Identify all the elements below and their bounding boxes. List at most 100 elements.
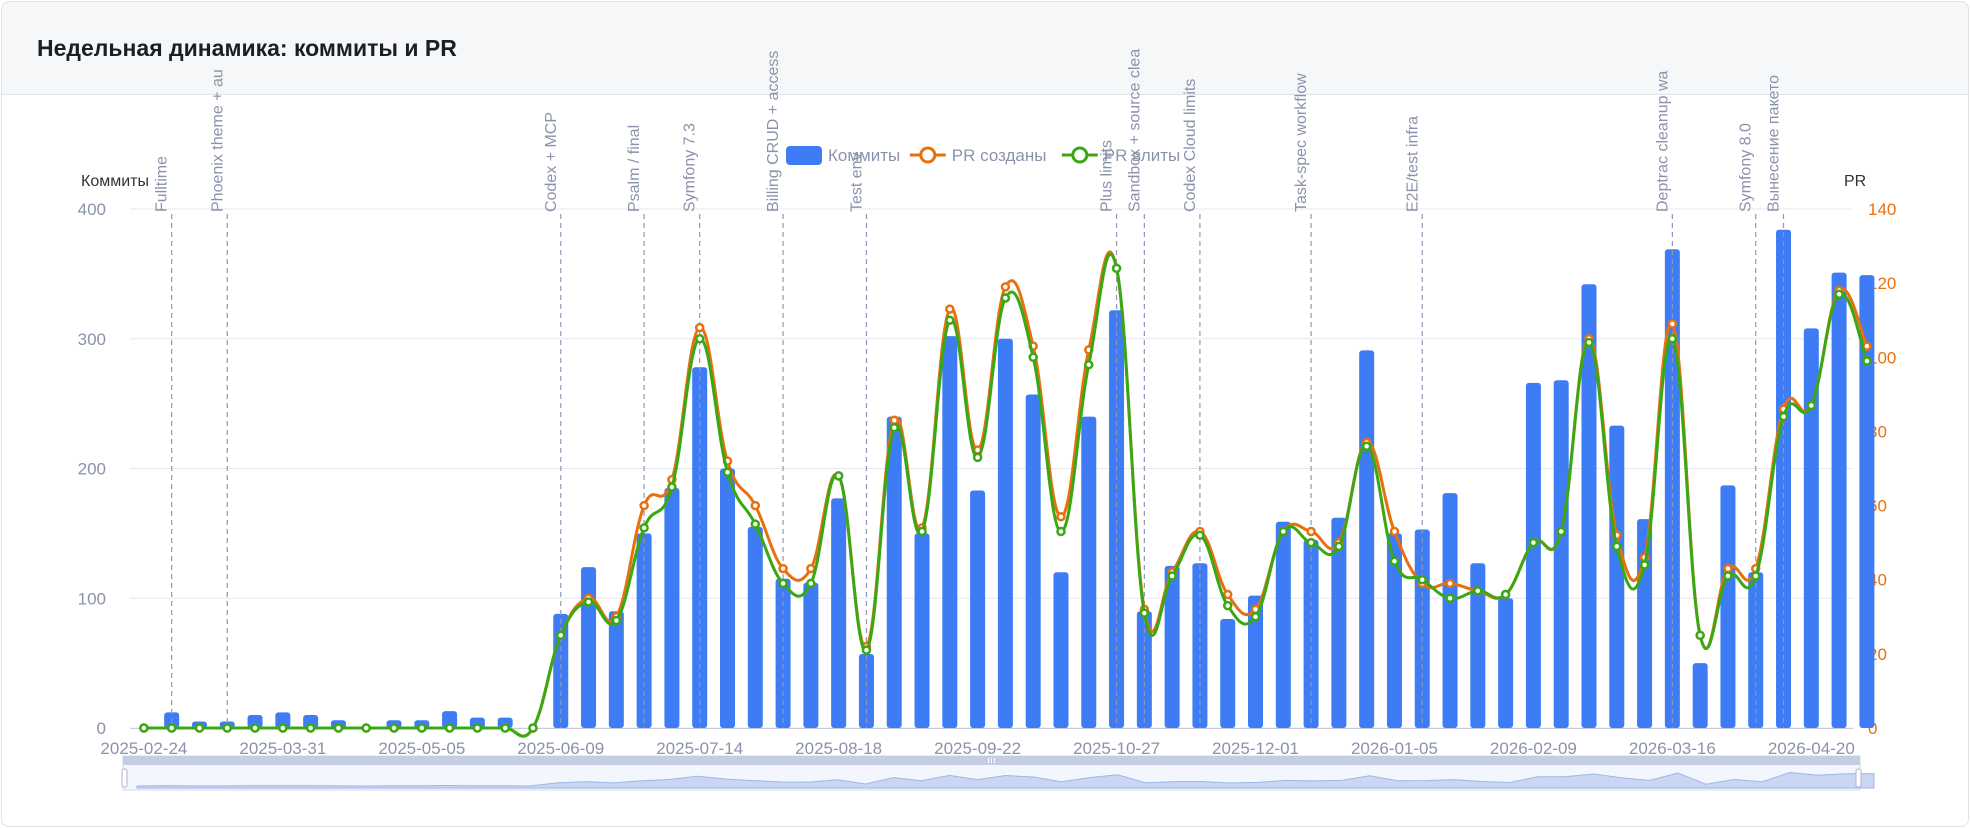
- x-tick-label: 2025-06-09: [517, 739, 604, 758]
- event-marker-label: Psalm / final: [626, 125, 643, 212]
- commit-bar: [581, 567, 597, 728]
- card-title: Недельная динамика: коммиты и PR: [37, 35, 457, 61]
- pr-merged-point: [1139, 608, 1150, 618]
- commit-bar: [442, 711, 458, 728]
- commit-bar: [1386, 533, 1402, 728]
- commit-bar: [1581, 284, 1597, 728]
- event-marker-label: E2E/test infra: [1404, 116, 1421, 212]
- pr-merged-point: [1306, 537, 1316, 548]
- pr-merged-point: [1473, 586, 1483, 596]
- y-left-tick-label: 0: [97, 719, 106, 738]
- commit-bar: [1359, 350, 1375, 728]
- event-marker-label: Codex Cloud limits: [1182, 79, 1199, 212]
- legend-label: PR созданы: [952, 146, 1047, 165]
- pr-merged-point: [1334, 541, 1344, 552]
- commit-bar: [664, 487, 680, 728]
- pr-created-point: [806, 563, 816, 574]
- commit-bar: [1025, 394, 1041, 728]
- y-left-tick-label: 200: [78, 460, 106, 479]
- x-tick-label: 2025-12-01: [1212, 739, 1299, 758]
- pr-merged-point: [1528, 537, 1539, 548]
- pr-created-point: [1667, 319, 1678, 329]
- pr-merged-point: [1750, 571, 1761, 581]
- event-marker-label: Phoenix theme + au: [209, 69, 226, 212]
- pr-created-point: [889, 415, 899, 426]
- pr-merged-point: [139, 723, 149, 733]
- commit-bar: [719, 468, 735, 728]
- pr-merged-point: [806, 578, 816, 589]
- pr-created-point: [750, 500, 761, 511]
- pr-merged-point: [1389, 556, 1400, 566]
- pr-merged-point: [1862, 356, 1872, 366]
- pr-created-point: [1222, 589, 1233, 600]
- pr-merged-point: [1084, 359, 1094, 370]
- x-tick-label: 2025-02-24: [100, 739, 187, 758]
- commit-bar: [1275, 521, 1291, 728]
- pr-merged-point: [889, 422, 899, 433]
- legend: Коммиты PR созданы PR влиты: [786, 146, 1180, 165]
- commit-bar: [1859, 275, 1875, 728]
- pr-created-point: [1056, 511, 1066, 522]
- commit-bar: [1192, 563, 1208, 728]
- pr-merged-point: [417, 723, 427, 733]
- pr-created-point: [1389, 526, 1400, 537]
- pr-merged-point: [472, 723, 483, 733]
- pr-created-point: [778, 563, 788, 574]
- legend-swatch-point: [919, 146, 937, 164]
- x-tick-label: 2026-02-09: [1490, 739, 1577, 758]
- pr-merged-point: [361, 723, 371, 733]
- pr-merged-point: [222, 723, 233, 733]
- pr-merged-point: [1361, 441, 1372, 452]
- event-marker-label: Symfony 8.0: [1738, 123, 1755, 212]
- x-tick-label: 2026-03-16: [1629, 739, 1716, 758]
- data-zoom-slider[interactable]: [121, 755, 1875, 791]
- pr-merged-point: [556, 630, 566, 641]
- y-right-tick-label: 0: [1868, 719, 1877, 738]
- pr-merged-point: [333, 723, 344, 733]
- commit-bar: [1692, 663, 1708, 728]
- pr-created-point: [945, 304, 955, 314]
- commit-bar: [831, 498, 847, 728]
- commit-bar: [1442, 493, 1458, 728]
- pr-merged-point: [917, 526, 927, 537]
- zoom-handle-right[interactable]: [1855, 768, 1862, 788]
- pr-merged-point: [250, 723, 260, 733]
- commit-bar: [1831, 272, 1847, 728]
- pr-merged-point: [1250, 612, 1261, 622]
- pr-merged-point: [1195, 530, 1205, 540]
- commit-bar: [1164, 565, 1180, 728]
- pr-merged-point: [1834, 289, 1844, 300]
- commit-bar: [970, 490, 986, 728]
- event-marker-label: Test env: [848, 152, 865, 212]
- legend-label: PR влиты: [1104, 146, 1180, 165]
- commit-bar: [886, 416, 902, 728]
- pr-merged-point: [1778, 411, 1789, 422]
- zoom-handle-left[interactable]: [121, 768, 128, 788]
- pr-merged-point: [528, 723, 538, 733]
- pr-merged-point: [833, 471, 844, 481]
- commit-bar: [303, 715, 319, 728]
- pr-merged-point: [500, 723, 510, 733]
- pr-merged-point: [1584, 337, 1594, 348]
- pr-merged-point: [694, 334, 705, 344]
- commit-bar: [1248, 595, 1264, 728]
- commit-bar: [1498, 598, 1514, 728]
- x-tick-label: 2025-05-05: [378, 739, 465, 758]
- pr-merged-point: [1000, 293, 1011, 303]
- pr-merged-point: [778, 578, 788, 589]
- commit-bar: [1609, 425, 1625, 728]
- pr-merged-point: [1222, 600, 1233, 611]
- y-left-tick-label: 300: [78, 330, 106, 349]
- pr-merged-point: [583, 597, 594, 607]
- event-marker-label: Codex + MCP: [543, 112, 560, 212]
- x-tick-label: 2025-07-14: [656, 739, 743, 758]
- commit-bar: [775, 578, 791, 728]
- pr-merged-point: [166, 723, 177, 733]
- pr-merged-point: [1278, 526, 1289, 537]
- pr-created-point: [1445, 578, 1455, 589]
- y-left-tick-label: 400: [78, 200, 106, 219]
- event-marker-label: Symfony 7.3: [682, 123, 699, 212]
- y-left-tick-label: 100: [78, 589, 106, 608]
- pr-merged-point: [1500, 589, 1511, 600]
